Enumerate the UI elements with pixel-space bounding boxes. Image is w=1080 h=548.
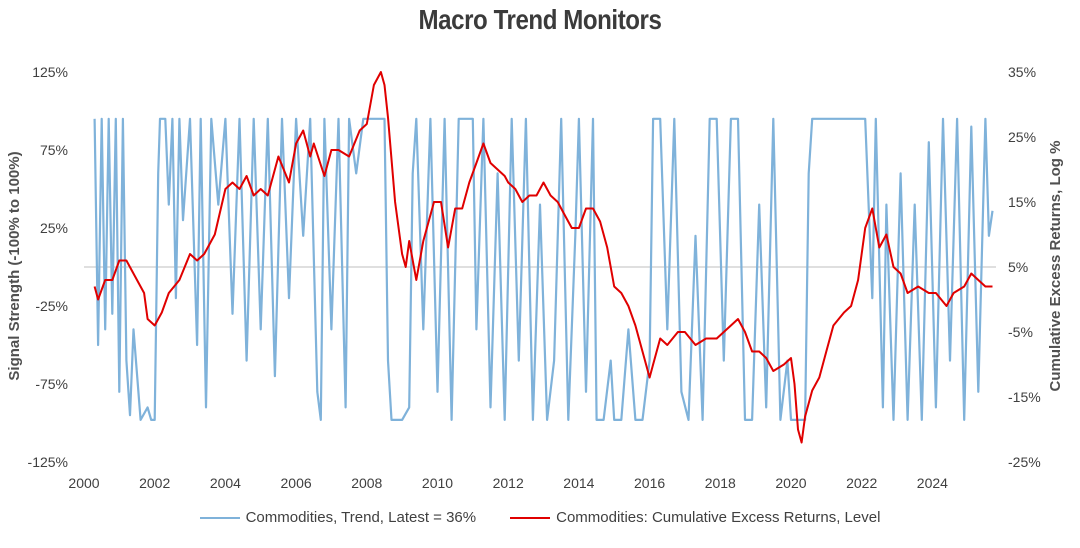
legend-item-trend: Commodities, Trend, Latest = 36% (199, 509, 477, 526)
y-right-tick-label: 5% (1008, 259, 1028, 275)
x-tick-label: 2010 (422, 475, 453, 491)
x-tick-label: 2020 (775, 475, 806, 491)
legend-label-trend: Commodities, Trend, Latest = 36% (245, 509, 477, 526)
x-tick-label: 2008 (351, 475, 382, 491)
y-left-tick-label: -125% (28, 454, 68, 470)
y-right-tick-label: 35% (1008, 64, 1036, 80)
y-left-tick-label: 75% (40, 142, 68, 158)
legend-item-returns: Commodities: Cumulative Excess Returns, … (510, 509, 880, 526)
series-lines (93, 71, 994, 444)
x-tick-label: 2004 (210, 475, 241, 491)
y-right-tick-label: -15% (1008, 389, 1041, 405)
x-tick-label: 2018 (705, 475, 736, 491)
x-tick-label: 2024 (917, 475, 948, 491)
y-left-axis-ticks: 125% 75% 25% -25% -75% -125% (28, 64, 68, 470)
legend-swatch-returns (510, 516, 551, 519)
x-tick-label: 2006 (281, 475, 312, 491)
legend-label-returns: Commodities: Cumulative Excess Returns, … (556, 509, 881, 526)
y-left-tick-label: -75% (35, 376, 68, 392)
y-right-axis-ticks: 35% 25% 15% 5% -5% -15% -25% (1008, 64, 1041, 470)
x-tick-label: 2000 (68, 475, 99, 491)
x-axis-ticks: 2000 2002 2004 2006 2008 2010 2012 2014 2016 2018… (68, 475, 948, 491)
x-tick-label: 2002 (139, 475, 170, 491)
legend: Commodities, Trend, Latest = 36% Commodi… (0, 509, 1080, 526)
y-left-tick-label: 25% (40, 220, 68, 236)
legend-swatch-trend (199, 516, 240, 519)
chart-title: Macro Trend Monitors (418, 4, 662, 35)
y-right-tick-label: 15% (1008, 194, 1036, 210)
y-left-axis-title-text: Signal Strength (-100% to 100%) (6, 151, 23, 380)
series-line-trend (93, 117, 994, 421)
x-tick-label: 2012 (493, 475, 524, 491)
series-line-returns (93, 71, 993, 444)
y-right-axis-title: Cumulative Excess Returns, Log % (1047, 141, 1064, 392)
y-right-axis-title-text: Cumulative Excess Returns, Log % (1047, 141, 1064, 392)
y-right-tick-label: -25% (1008, 454, 1041, 470)
x-tick-label: 2014 (563, 475, 594, 491)
y-right-tick-label: -5% (1008, 324, 1033, 340)
y-left-tick-label: 125% (32, 64, 68, 80)
y-left-axis-title: Signal Strength (-100% to 100%) (6, 151, 23, 380)
y-left-tick-label: -25% (35, 298, 68, 314)
x-tick-label: 2016 (634, 475, 665, 491)
y-right-tick-label: 25% (1008, 129, 1036, 145)
x-tick-label: 2022 (846, 475, 877, 491)
